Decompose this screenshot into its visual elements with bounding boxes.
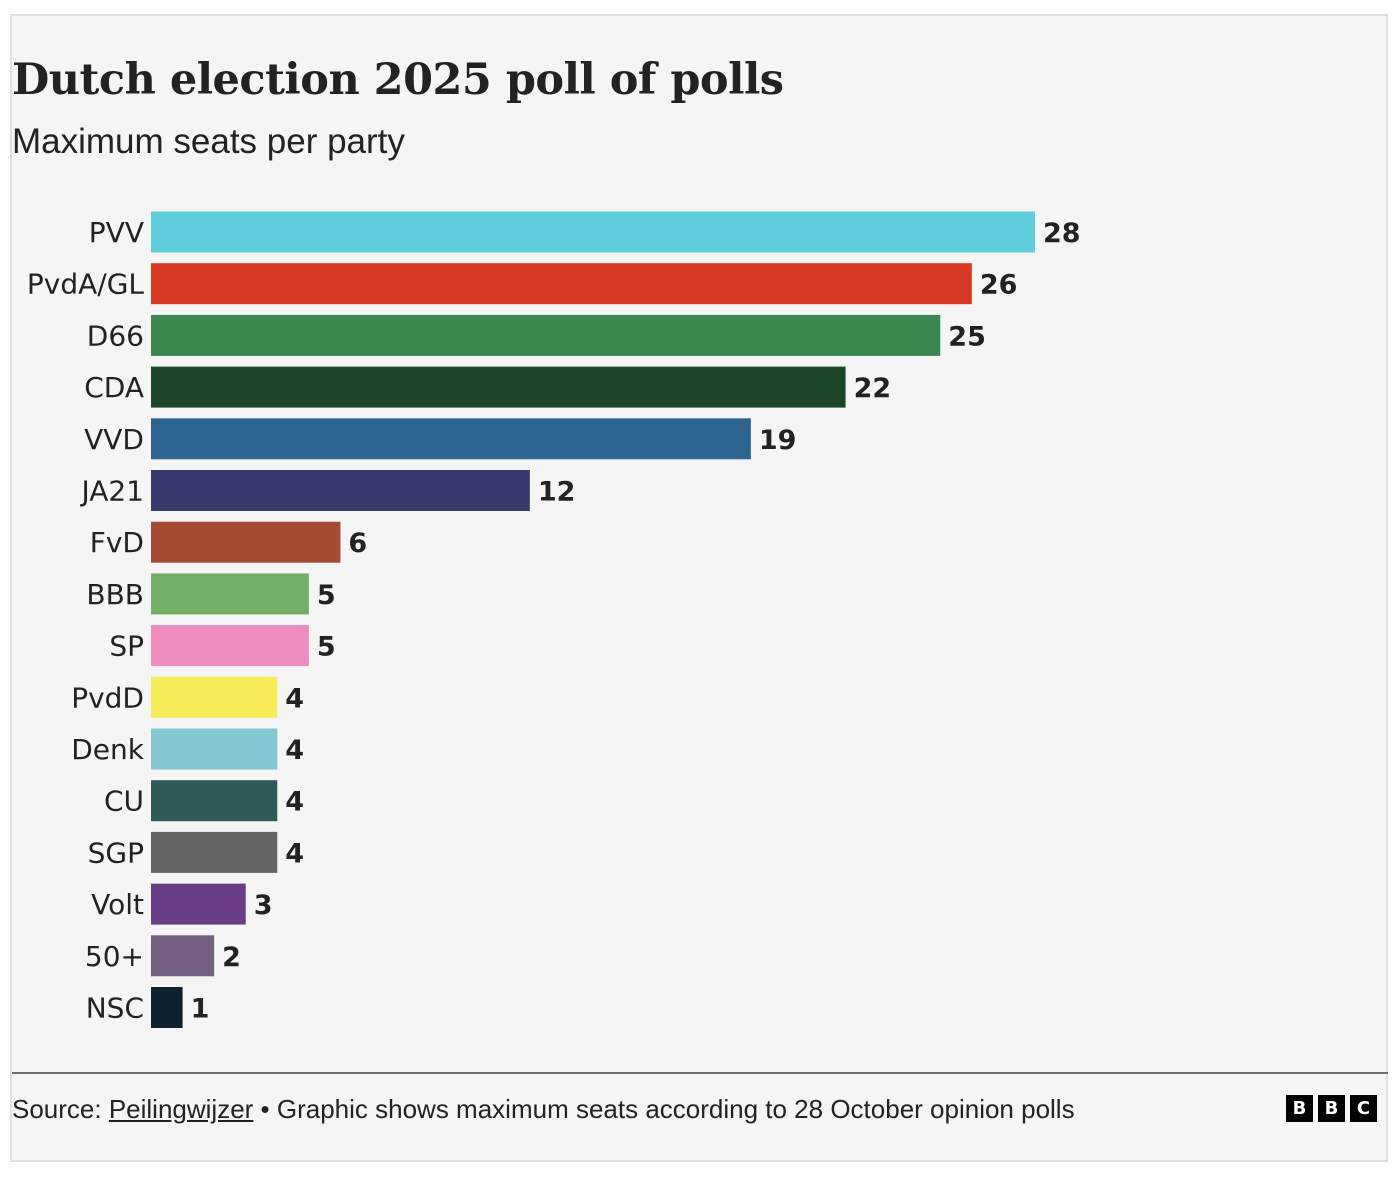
value-label: 4 — [285, 735, 304, 766]
category-label: D66 — [87, 319, 144, 352]
bar — [151, 987, 183, 1028]
chart-title: Dutch election 2025 poll of polls — [12, 55, 784, 105]
value-label: 4 — [285, 787, 304, 818]
value-label: 28 — [1043, 218, 1081, 249]
bar — [151, 521, 341, 563]
category-label: 50+ — [85, 940, 144, 973]
bar — [151, 470, 530, 511]
value-label: 4 — [285, 683, 304, 714]
footer-divider — [12, 1072, 1388, 1074]
chart-subtitle: Maximum seats per party — [12, 122, 405, 161]
bar — [151, 728, 278, 770]
bar — [151, 211, 1035, 253]
bar — [151, 418, 751, 460]
bar — [151, 780, 278, 822]
category-label: BBB — [86, 578, 144, 611]
category-label: VVD — [84, 423, 144, 456]
bar — [151, 831, 278, 873]
value-label: 19 — [759, 425, 797, 456]
category-label: JA21 — [79, 475, 144, 508]
bar — [151, 314, 941, 356]
value-label: 2 — [222, 942, 241, 973]
value-label: 3 — [254, 890, 273, 921]
bar — [151, 366, 846, 408]
footer-note: • Graphic shows maximum seats according … — [253, 1094, 1075, 1124]
bbc-logo-letter: B — [1286, 1095, 1313, 1122]
bbc-logo: B B C — [1286, 1095, 1377, 1122]
value-label: 6 — [348, 528, 367, 559]
value-label: 25 — [948, 321, 986, 352]
value-label: 12 — [538, 477, 576, 508]
value-label: 26 — [980, 270, 1018, 301]
value-label: 1 — [191, 994, 210, 1025]
category-label: PvdD — [71, 681, 144, 714]
category-label: SGP — [88, 836, 144, 869]
bar — [151, 935, 215, 977]
category-label: CU — [104, 785, 144, 818]
bar — [151, 573, 309, 615]
bar — [151, 625, 309, 667]
bar — [151, 883, 246, 925]
bar — [151, 263, 972, 305]
bbc-logo-letter: B — [1318, 1095, 1345, 1122]
category-label: SP — [109, 630, 144, 663]
value-label: 22 — [854, 373, 892, 404]
category-label: CDA — [84, 371, 144, 404]
footer-source: Source: Peilingwijzer • Graphic shows ma… — [12, 1094, 1075, 1125]
category-label: NSC — [86, 992, 144, 1025]
value-label: 5 — [317, 580, 336, 611]
category-label: FvD — [90, 526, 144, 559]
value-label: 5 — [317, 632, 336, 663]
source-prefix: Source: — [12, 1094, 109, 1124]
category-label: PvdA/GL — [27, 268, 145, 301]
category-label: Denk — [71, 733, 145, 766]
bbc-logo-letter: C — [1350, 1095, 1377, 1122]
source-link[interactable]: Peilingwijzer — [108, 1094, 254, 1124]
category-label: PVV — [89, 216, 144, 249]
bar — [151, 676, 278, 718]
category-label: Volt — [91, 888, 144, 921]
value-label: 4 — [285, 838, 304, 869]
